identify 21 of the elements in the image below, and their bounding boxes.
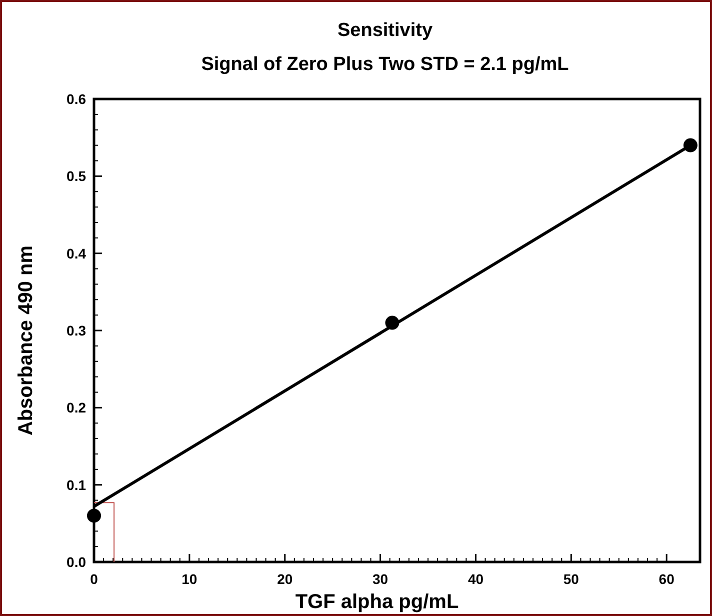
y-tick-label: 0.4 [66,245,86,262]
point [87,508,101,523]
x-tick-label: 50 [563,571,580,587]
y-axis-title: Absorbance 490 nm [15,245,37,436]
x-tick-label: 40 [468,571,484,587]
y-tick-label: 0.0 [66,554,86,570]
y-tick-label: 0.3 [66,322,86,338]
point [385,316,400,330]
x-tick-label: 30 [372,571,388,587]
chart-title: Sensitivity [337,20,433,41]
y-tick-label: 0.5 [66,168,86,184]
x-axis-title: TGF alpha pg/mL [295,591,459,613]
chart-subtitle: Signal of Zero Plus Two STD = 2.1 pg/mL [201,54,570,75]
y-tick-label: 0.1 [66,476,86,493]
point [683,138,698,152]
x-tick-label: 20 [277,571,293,587]
x-tick-label: 60 [658,571,675,587]
x-tick-label: 10 [182,571,198,587]
y-tick-label: 0.2 [66,400,86,416]
y-tick-label: 0.6 [66,91,86,107]
x-tick-label: 0 [90,571,98,587]
